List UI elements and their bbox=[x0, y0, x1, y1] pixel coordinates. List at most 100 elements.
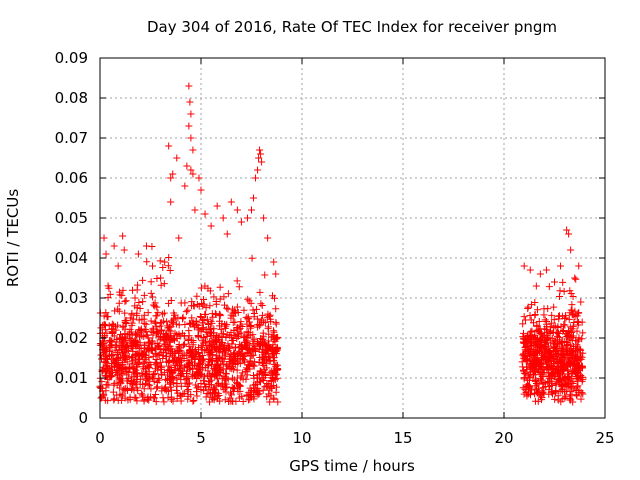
data-point bbox=[255, 154, 263, 162]
data-point bbox=[565, 358, 573, 366]
data-point bbox=[519, 363, 527, 371]
data-point bbox=[234, 387, 242, 395]
data-point bbox=[576, 364, 584, 372]
data-point bbox=[548, 319, 556, 327]
data-point bbox=[267, 392, 275, 400]
data-point bbox=[133, 350, 141, 358]
data-point bbox=[573, 383, 581, 391]
data-point bbox=[184, 361, 192, 369]
data-point bbox=[158, 370, 166, 378]
data-point bbox=[189, 146, 197, 154]
data-point bbox=[247, 322, 255, 330]
data-point bbox=[547, 339, 555, 347]
data-point bbox=[139, 298, 147, 306]
data-point bbox=[531, 389, 539, 397]
data-point bbox=[248, 254, 256, 262]
data-point bbox=[224, 305, 232, 313]
data-point bbox=[120, 246, 128, 254]
data-point bbox=[110, 396, 118, 404]
data-point bbox=[543, 364, 551, 372]
data-point bbox=[123, 377, 131, 385]
data-point bbox=[257, 334, 265, 342]
data-point bbox=[537, 392, 545, 400]
data-point bbox=[157, 274, 165, 282]
data-point bbox=[188, 314, 196, 322]
data-point bbox=[150, 377, 158, 385]
data-point bbox=[256, 378, 264, 386]
data-point bbox=[198, 319, 206, 327]
data-point bbox=[189, 338, 197, 346]
data-point bbox=[222, 370, 230, 378]
data-point bbox=[267, 377, 275, 385]
data-point bbox=[558, 338, 566, 346]
data-point bbox=[118, 345, 126, 353]
data-point bbox=[127, 342, 135, 350]
data-point bbox=[121, 297, 129, 305]
data-point bbox=[215, 342, 223, 350]
data-point bbox=[250, 362, 258, 370]
data-point bbox=[139, 371, 147, 379]
data-point bbox=[527, 316, 535, 324]
data-point bbox=[260, 361, 268, 369]
data-point bbox=[521, 346, 529, 354]
data-point bbox=[161, 340, 169, 348]
data-point bbox=[125, 353, 133, 361]
data-point bbox=[550, 352, 558, 360]
x-tick-label: 15 bbox=[393, 429, 412, 447]
data-point bbox=[577, 371, 585, 379]
data-point bbox=[136, 304, 144, 312]
data-point bbox=[164, 322, 172, 330]
data-point bbox=[260, 356, 268, 364]
data-point bbox=[168, 352, 176, 360]
data-point bbox=[130, 368, 138, 376]
data-point bbox=[544, 305, 552, 313]
data-point bbox=[119, 322, 127, 330]
data-point bbox=[162, 375, 170, 383]
data-point bbox=[569, 292, 577, 300]
data-point bbox=[249, 361, 257, 369]
data-point bbox=[174, 314, 182, 322]
data-point bbox=[171, 329, 179, 337]
y-tick-label: 0.07 bbox=[55, 129, 88, 147]
data-point bbox=[170, 309, 178, 317]
data-point bbox=[222, 369, 230, 377]
data-point bbox=[166, 383, 174, 391]
data-point bbox=[530, 370, 538, 378]
data-point bbox=[147, 289, 155, 297]
data-point bbox=[101, 326, 109, 334]
data-point bbox=[245, 318, 253, 326]
data-point bbox=[237, 372, 245, 380]
data-point bbox=[187, 391, 195, 399]
data-point bbox=[578, 335, 586, 343]
data-point bbox=[175, 234, 183, 242]
data-point bbox=[551, 278, 558, 286]
data-point bbox=[160, 280, 168, 288]
data-point bbox=[124, 346, 132, 354]
data-point bbox=[97, 394, 105, 402]
data-point bbox=[177, 397, 185, 405]
data-point bbox=[147, 278, 155, 286]
y-tick-label: 0.03 bbox=[55, 289, 88, 307]
data-point bbox=[536, 346, 544, 354]
data-point bbox=[187, 110, 195, 118]
data-point bbox=[142, 354, 150, 362]
data-point bbox=[173, 331, 181, 339]
data-point bbox=[579, 375, 587, 383]
data-point bbox=[268, 344, 276, 352]
data-point bbox=[255, 387, 263, 395]
data-point bbox=[139, 391, 147, 399]
data-point bbox=[143, 363, 151, 371]
data-point bbox=[206, 302, 214, 310]
data-point bbox=[208, 343, 216, 351]
data-point bbox=[160, 398, 168, 406]
data-point bbox=[216, 283, 224, 291]
data-point bbox=[265, 357, 273, 365]
data-point bbox=[203, 333, 211, 341]
y-axis-label: ROTI / TECUs bbox=[4, 189, 22, 287]
data-point bbox=[117, 334, 125, 342]
data-point bbox=[249, 331, 257, 339]
data-point bbox=[230, 307, 238, 315]
data-point bbox=[179, 313, 187, 321]
data-point bbox=[528, 341, 536, 349]
data-point bbox=[540, 311, 548, 319]
